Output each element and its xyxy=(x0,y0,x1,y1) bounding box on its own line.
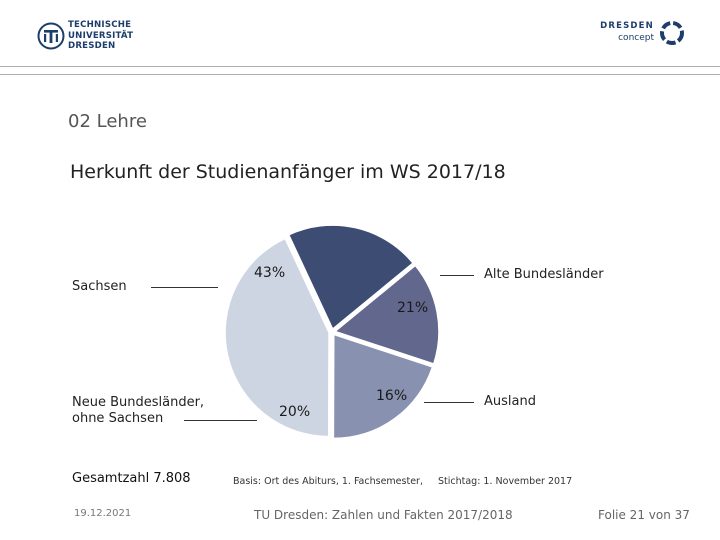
leader-line-sachsen xyxy=(151,287,218,288)
stichtag-note: Stichtag: 1. November 2017 xyxy=(438,476,573,487)
legend-label-ausland: Ausland xyxy=(484,394,536,409)
leader-line-ausland xyxy=(424,402,474,403)
slice-value-label-ausland: 16% xyxy=(376,388,408,404)
legend-label-sachsen: Sachsen xyxy=(72,279,127,294)
tud-logo: TECHNISCHE UNIVERSITÄT DRESDEN xyxy=(36,19,146,55)
pie-slice-ausland xyxy=(333,264,440,365)
tud-logo-icon xyxy=(37,22,65,50)
footer-title: TU Dresden: Zahlen und Fakten 2017/2018 xyxy=(254,508,513,522)
header-divider-top xyxy=(0,66,720,67)
header-divider-bottom xyxy=(0,74,720,75)
total-count: Gesamtzahl 7.808 xyxy=(72,471,191,486)
section-heading: 02 Lehre xyxy=(68,111,147,132)
slice-value-label-neue: 20% xyxy=(279,404,311,420)
legend-label-alte: Alte Bundesländer xyxy=(484,267,604,282)
dresden-concept-logo-line1: DRESDEN xyxy=(600,21,654,31)
pie-slice-sachsen xyxy=(224,237,330,438)
page-title: Herkunft der Studienanfänger im WS 2017/… xyxy=(70,161,506,183)
slide-number: Folie 21 von 37 xyxy=(598,508,690,522)
basis-note: Basis: Ort des Abiturs, 1. Fachsemester, xyxy=(233,476,423,487)
footer-date: 19.12.2021 xyxy=(74,508,132,519)
leader-line-alte xyxy=(440,275,474,276)
pie-slice-neue xyxy=(332,333,434,440)
pie-slice-alte xyxy=(287,224,415,331)
legend-label-neue-line2: ohne Sachsen xyxy=(72,411,164,426)
dresden-concept-logo: DRESDEN concept xyxy=(600,19,686,49)
slice-value-label-sachsen: 43% xyxy=(254,265,286,281)
legend-label-neue-line1: Neue Bundesländer, xyxy=(72,395,205,410)
dresden-concept-icon xyxy=(660,21,684,45)
slice-value-label-alte: 21% xyxy=(397,300,429,316)
pie-slices xyxy=(224,224,440,440)
leader-line-neue xyxy=(184,420,257,421)
dresden-concept-logo-line2: concept xyxy=(618,33,654,43)
tud-logo-text: TECHNISCHE UNIVERSITÄT DRESDEN xyxy=(68,20,134,52)
